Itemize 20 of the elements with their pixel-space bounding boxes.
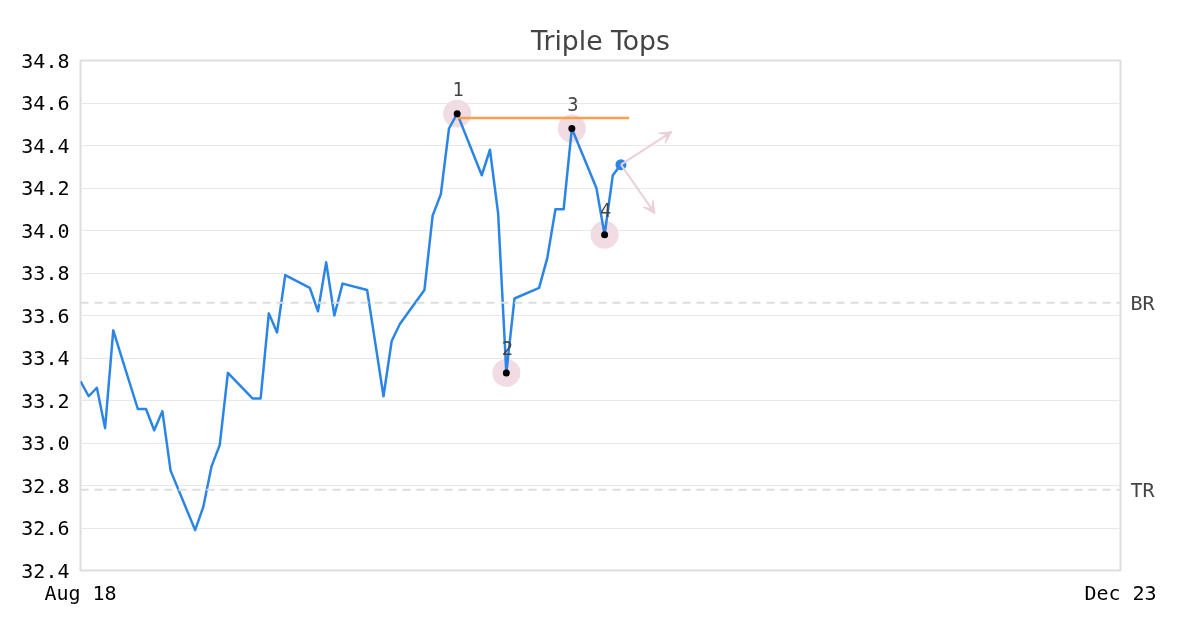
annotation: 3 xyxy=(567,93,579,115)
y-tick-label: 34.2 xyxy=(21,176,70,200)
y-tick-label: 34.8 xyxy=(21,48,70,73)
y-tick-label: 33.4 xyxy=(21,346,70,370)
ref-line-label: BR xyxy=(1130,290,1156,315)
y-tick-label: 32.8 xyxy=(21,473,70,498)
y-tick-label: 32.4 xyxy=(21,558,70,583)
y-tick-label: 33.8 xyxy=(21,261,70,285)
y-tick-label: 34.0 xyxy=(21,218,70,243)
chart-title: Triple Tops xyxy=(530,24,670,56)
y-tick-label: 33.2 xyxy=(21,388,70,413)
ref-line-label: TR xyxy=(1130,477,1156,502)
y-tick-label: 34.4 xyxy=(21,133,70,158)
y-tick-label: 34.6 xyxy=(21,91,70,115)
y-tick-label: 33.6 xyxy=(21,303,70,328)
annotation: 1 xyxy=(452,78,464,100)
y-tick-label: 33.0 xyxy=(21,431,70,455)
x-tick-label: Dec 23 xyxy=(1084,580,1157,605)
x-tick-label: Aug 18 xyxy=(44,580,117,605)
y-tick-label: 32.6 xyxy=(21,516,70,540)
